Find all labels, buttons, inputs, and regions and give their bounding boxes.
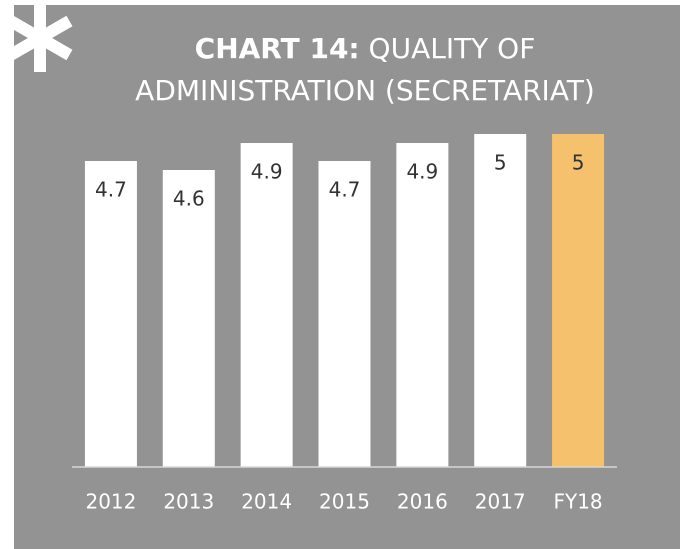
x-tick-label: 2017 xyxy=(475,490,526,514)
data-label: 5 xyxy=(494,151,507,175)
bar xyxy=(84,161,137,467)
x-tick-label: 2013 xyxy=(163,490,214,514)
bar xyxy=(162,170,215,467)
data-label: 4.9 xyxy=(251,160,283,184)
x-tick-label: 2016 xyxy=(397,490,448,514)
data-label: 4.7 xyxy=(329,178,361,202)
bar xyxy=(318,161,371,467)
data-label: 4.7 xyxy=(95,178,127,202)
chart-title-text: QUALITY OF ADMINISTRATION (SECRETARIAT) xyxy=(135,32,595,107)
data-label: 5 xyxy=(572,151,585,175)
chart-title: CHART 14: QUALITY OF ADMINISTRATION (SEC… xyxy=(105,28,625,112)
bar xyxy=(240,143,293,467)
bar xyxy=(552,134,605,467)
chart-title-prefix: CHART 14: xyxy=(194,32,360,65)
x-tick-label: 2015 xyxy=(319,490,370,514)
bar xyxy=(474,134,527,467)
x-tick-label: 2012 xyxy=(85,490,136,514)
asterisk-icon xyxy=(7,4,73,72)
x-tick-label: 2014 xyxy=(241,490,292,514)
x-tick-label: FY18 xyxy=(553,490,602,514)
data-label: 4.9 xyxy=(406,160,438,184)
data-label: 4.6 xyxy=(173,187,205,211)
bar xyxy=(396,143,449,467)
